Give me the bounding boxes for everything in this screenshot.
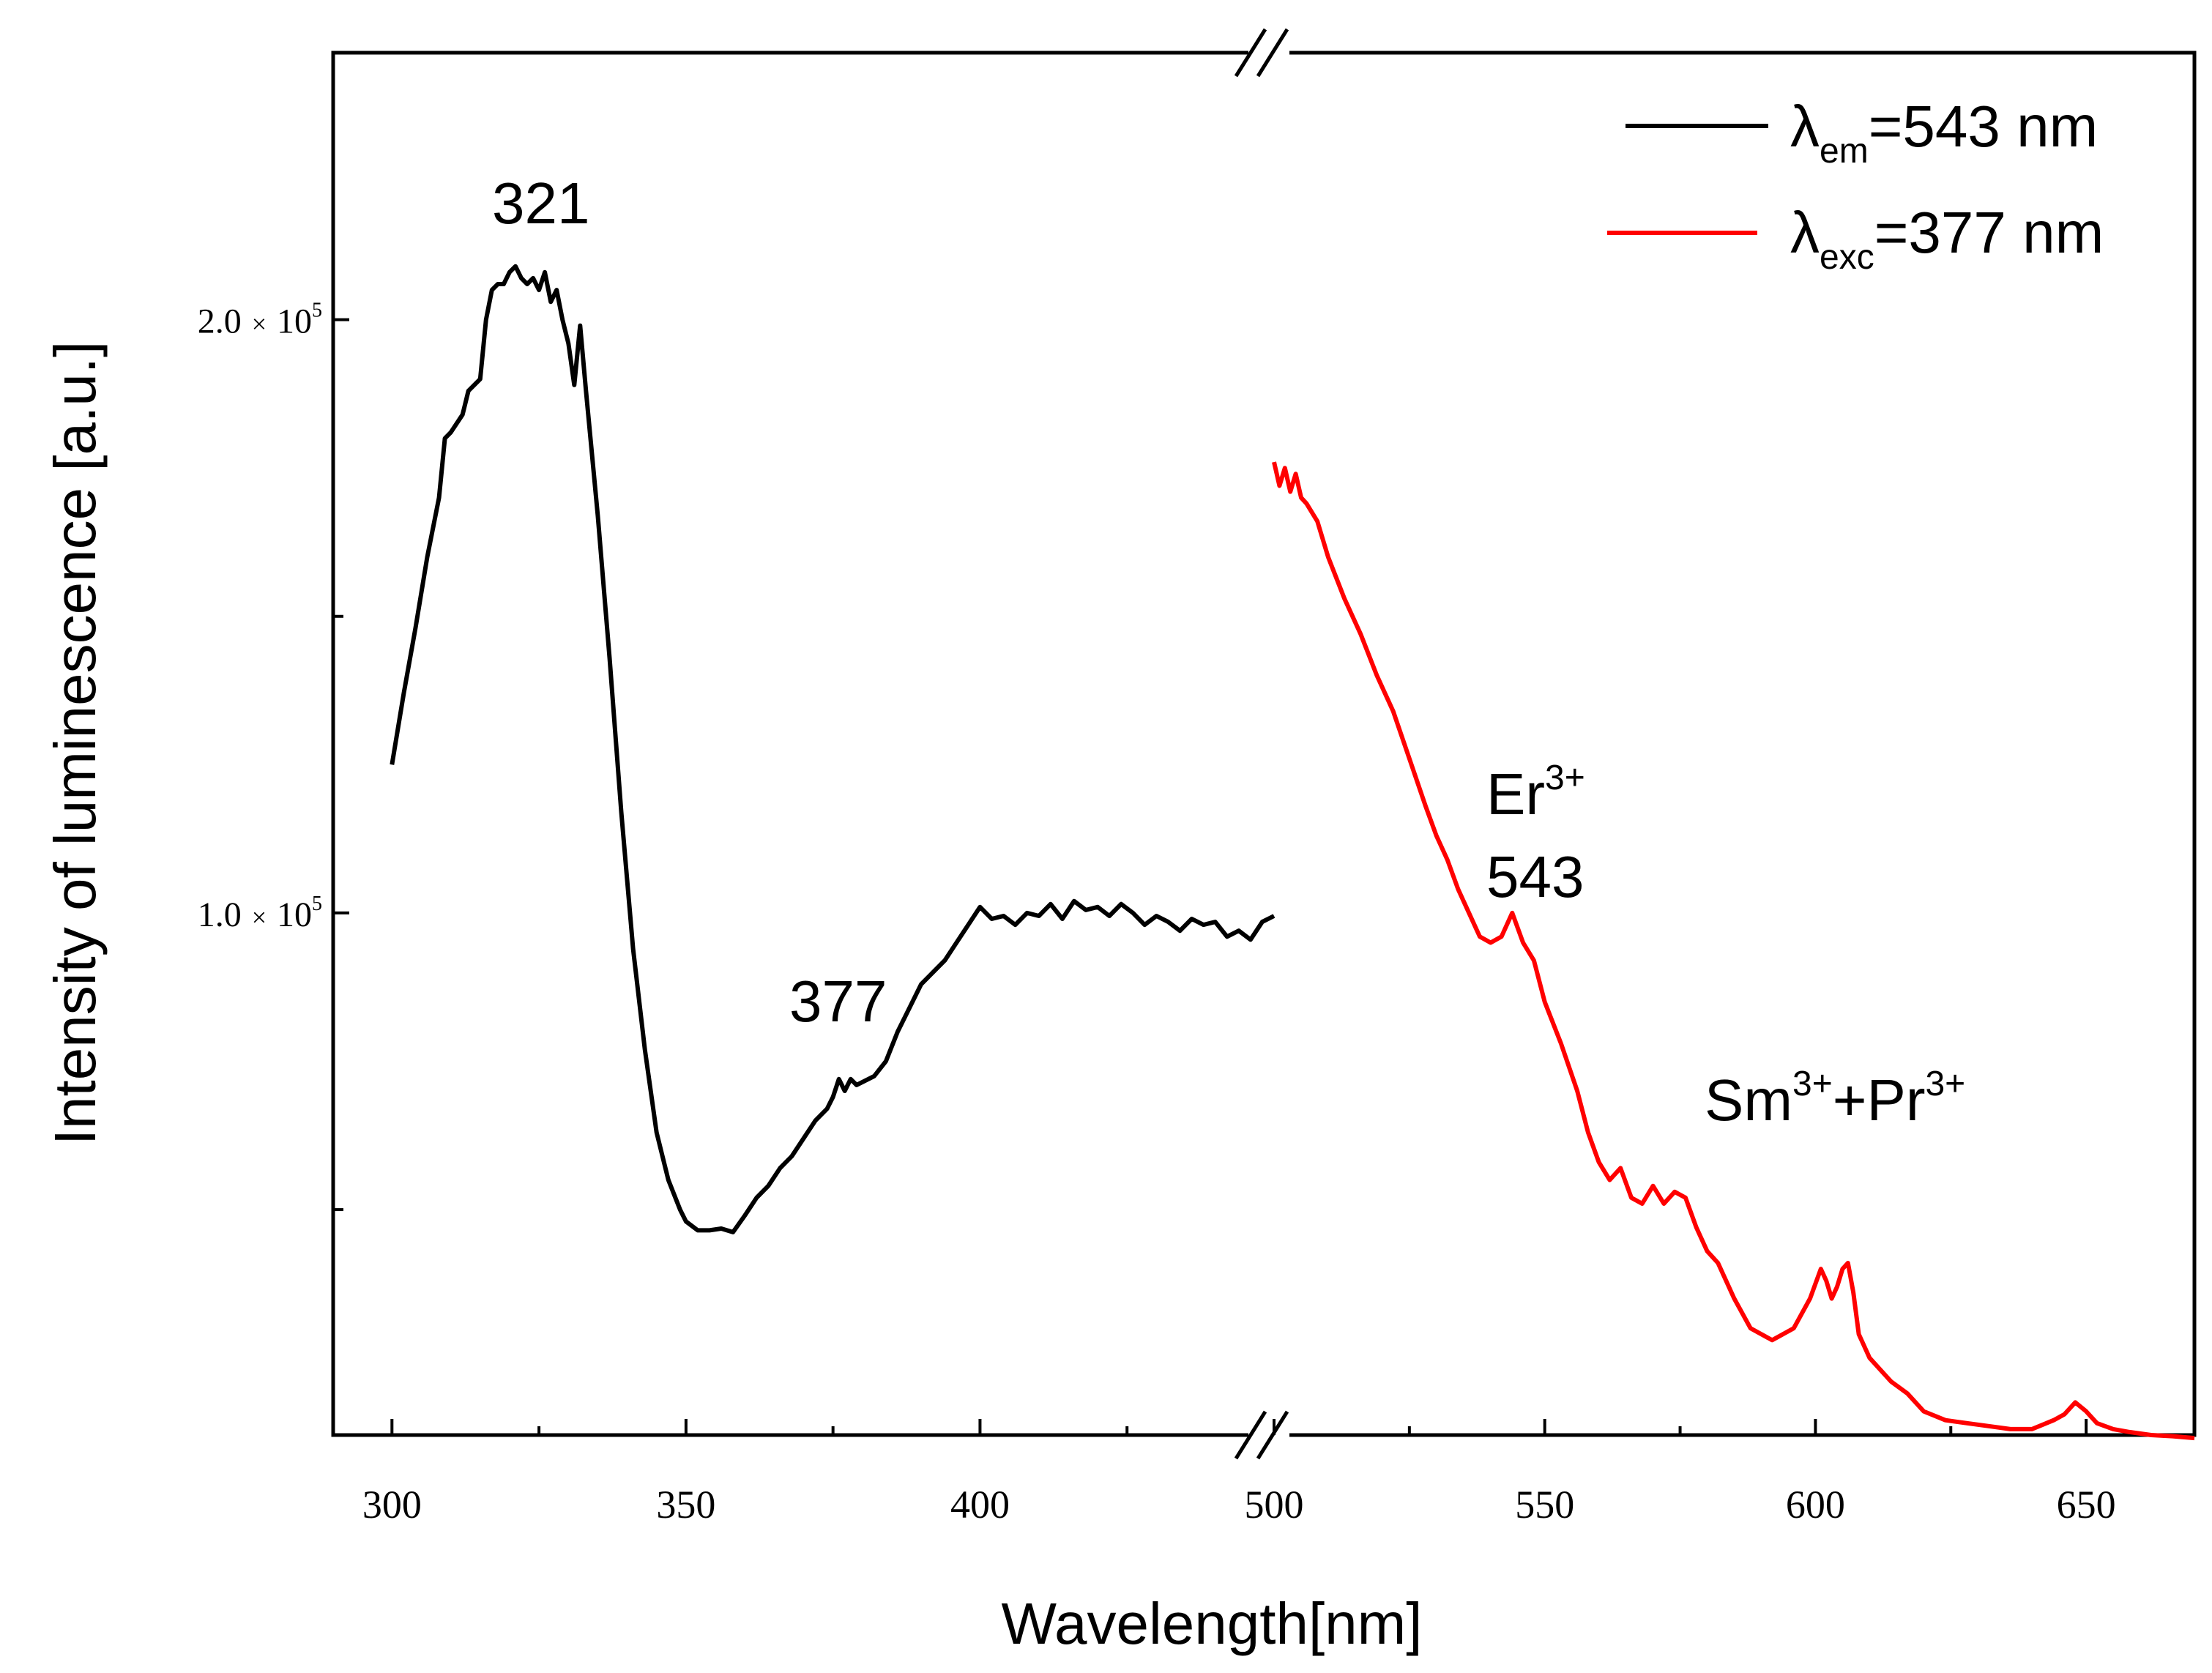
annotation-er-543: 543 <box>1486 844 1584 909</box>
annotation-peak-377: 377 <box>789 969 887 1034</box>
legend: λem=543 nm λexc=377 nm <box>1607 94 2104 277</box>
annotation-sm-pr: Sm3++Pr3+ <box>1705 1065 1965 1133</box>
axis-break-mark-bottom-1 <box>1234 1410 1267 1460</box>
series-line-exc-377 <box>1272 461 2195 1441</box>
axis-break-mark-top-2 <box>1256 28 1289 78</box>
x-tick-label: 650 <box>2057 1483 2116 1527</box>
x-tick-label: 300 <box>362 1483 422 1527</box>
x-axis-title: Wavelength[nm] <box>1001 1591 1422 1656</box>
axis-break-mark-top-1 <box>1234 28 1267 78</box>
x-axis-ticks <box>390 1419 2088 1435</box>
y-tick-label-1e5: 1.0 × 105 <box>198 893 322 934</box>
x-tick-label: 500 <box>1245 1483 1304 1527</box>
y-tick-label-2e5: 2.0 × 105 <box>198 299 322 341</box>
y-axis-ticks <box>333 318 349 1212</box>
x-tick-labels: 300 350 400 500 550 600 650 <box>362 1483 2116 1527</box>
x-tick-label: 600 <box>1786 1483 1845 1527</box>
legend-label-exc: λexc=377 nm <box>1790 200 2104 277</box>
legend-label-em: λem=543 nm <box>1790 94 2098 171</box>
annotation-er-ion: Er3+ <box>1486 759 1585 827</box>
x-tick-label: 400 <box>950 1483 1010 1527</box>
annotation-peak-321: 321 <box>492 171 589 236</box>
y-axis-title: Intensity of luminescence [a.u.] <box>42 341 108 1145</box>
series-line-em-543 <box>390 264 1276 1234</box>
x-tick-label: 350 <box>656 1483 715 1527</box>
x-tick-label: 550 <box>1515 1483 1574 1527</box>
